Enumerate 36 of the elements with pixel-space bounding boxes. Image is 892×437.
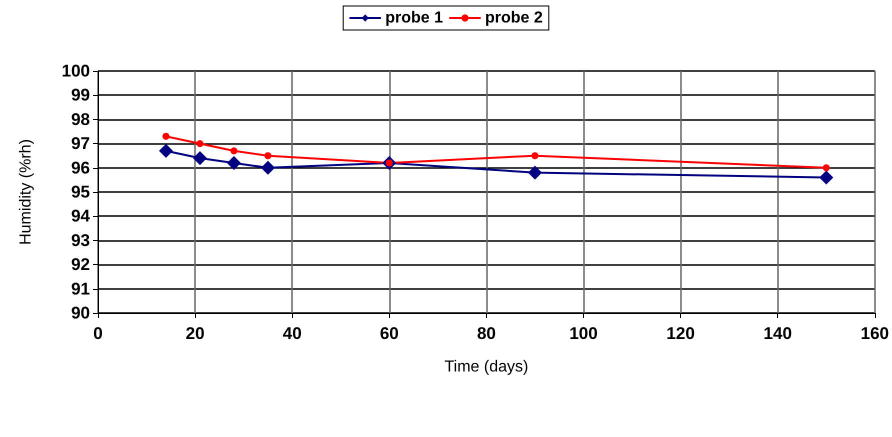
point [264,152,272,160]
y-tick-label: 92 [71,255,90,274]
x-axis-title: Time (days) [444,358,528,376]
y-tick-label: 95 [71,182,90,202]
legend-label: probe 2 [485,10,543,26]
y-tick-label: 91 [71,279,90,298]
point [822,164,830,172]
y-tick-label: 97 [71,134,90,154]
x-tick-label: 140 [764,324,792,343]
point [531,152,538,160]
point [162,132,170,140]
point [192,151,207,166]
y-tick-label: 93 [71,230,90,250]
x-tick-label: 80 [476,324,496,343]
point [158,144,173,158]
x-tick-label: 40 [282,324,302,343]
x-tick-label: 0 [93,324,103,343]
y-axis-title: Humidity (%rh) [18,139,34,245]
point [230,147,238,154]
point [819,170,834,184]
y-tick-label: 94 [71,206,91,226]
y-tick-label: 99 [71,86,90,105]
x-tick-label: 120 [666,324,695,343]
legend-label: probe 1 [385,10,444,26]
y-tick-label: 98 [71,110,90,129]
y-tick-label: 90 [71,304,90,322]
x-tick-label: 160 [860,324,890,343]
y-tick-label: 96 [71,158,90,178]
y-tick-label: 100 [62,62,90,80]
point [260,160,275,175]
x-tick-label: 60 [380,324,399,343]
point [196,140,204,148]
x-tick-label: 100 [569,324,598,343]
point [226,156,241,170]
point [528,166,542,180]
x-tick-label: 20 [186,324,205,343]
